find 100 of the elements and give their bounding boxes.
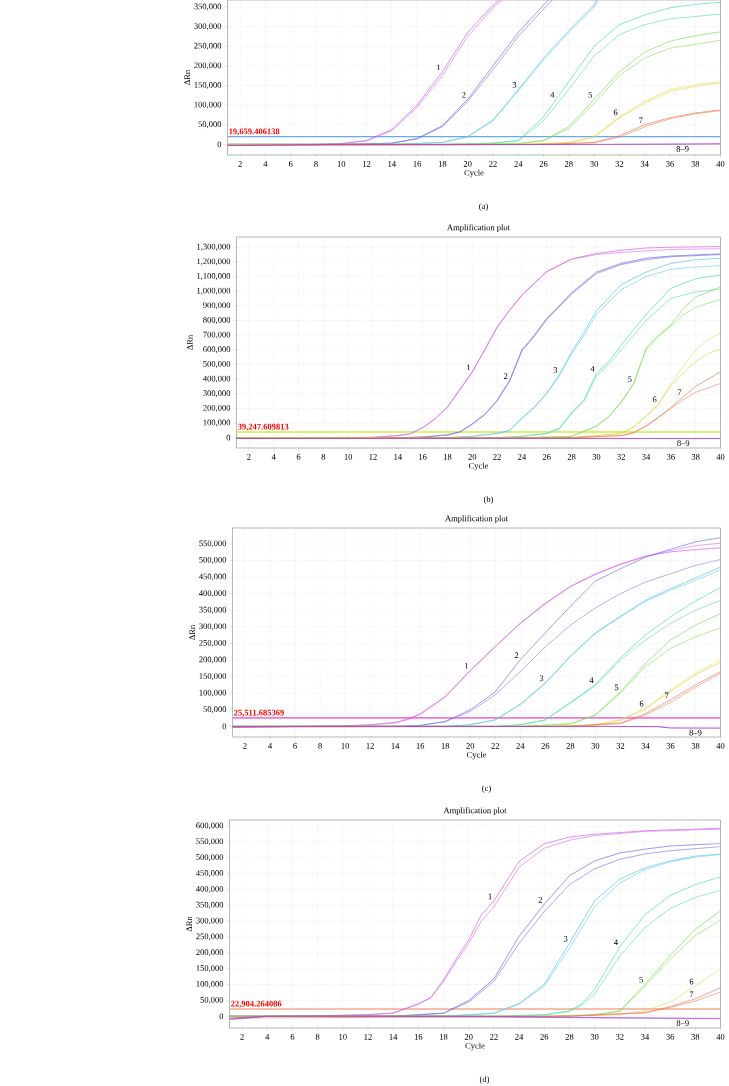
annotation: 8–9	[689, 729, 702, 736]
annotation: 3	[539, 675, 544, 682]
annotation: 8–9	[676, 1020, 689, 1026]
x-tick-label: 6	[288, 161, 293, 167]
x-tick-label: 22	[491, 743, 499, 749]
text: (c)	[481, 785, 491, 793]
x-tick-label: 14	[394, 454, 402, 460]
y-tick-label: 500,000	[203, 361, 230, 368]
x-tick-label: 8	[313, 161, 318, 167]
y-tick-label: 700,000	[203, 331, 230, 339]
y-tick-label: 100,000	[196, 981, 223, 989]
y-tick-label: 1,000,000	[196, 287, 230, 295]
ref-line-label: 19,659.406138	[229, 128, 280, 136]
x-tick-label: 16	[414, 1034, 423, 1040]
annotation: 4	[590, 365, 595, 372]
y-tick-label: 450,000	[198, 573, 226, 581]
x-tick-label: 30	[590, 1034, 599, 1040]
x-tick-label: 32	[615, 161, 623, 167]
y-tick-label: 100,000	[194, 101, 221, 109]
x-tick-label: 34	[641, 743, 650, 749]
x-tick-label: 24	[514, 161, 523, 167]
x-tick-label: 4	[271, 454, 276, 460]
ref-line-label: 39,247.609813	[237, 423, 289, 431]
y-axis-title: ΔRn	[186, 334, 193, 350]
x-tick-label: 26	[540, 1034, 548, 1040]
y-tick-label: 200,000	[198, 656, 226, 664]
y-tick-label: 100,000	[199, 689, 226, 697]
annotation: 1	[488, 893, 492, 900]
x-tick-label: 18	[443, 454, 452, 460]
y-tick-label: 350,000	[194, 3, 221, 11]
x-tick-label: 34	[640, 161, 649, 167]
annotation: 6	[639, 700, 644, 707]
annotation: 7	[639, 117, 643, 124]
y-tick-label: 350,000	[196, 901, 223, 909]
x-tick-label: 8	[318, 743, 322, 749]
annotation: 4	[550, 91, 555, 98]
annotation: 3	[563, 935, 568, 942]
y-tick-label: 0	[226, 434, 230, 441]
x-tick-label: 14	[389, 1034, 398, 1040]
annotation: 2	[538, 897, 542, 903]
y-tick-label: 500,000	[196, 854, 223, 862]
x-tick-label: 14	[388, 161, 396, 167]
x-tick-label: 12	[362, 161, 371, 167]
y-tick-label: 600,000	[195, 822, 223, 830]
y-tick-label: 0	[217, 141, 221, 148]
y-tick-label: 300,000	[196, 917, 223, 925]
annotation: 6	[613, 109, 618, 116]
x-tick-label: 40	[716, 743, 725, 749]
x-tick-label: 20	[468, 454, 476, 460]
x-tick-label: 28	[566, 743, 575, 749]
y-tick-label: 1,300,000	[196, 243, 230, 251]
x-tick-label: 32	[616, 743, 624, 749]
x-tick-label: 20	[464, 1034, 473, 1040]
x-tick-label: 36	[666, 454, 675, 460]
x-tick-label: 36	[666, 743, 675, 749]
annotation: 7	[689, 991, 694, 998]
annotation: 8–9	[676, 146, 689, 152]
x-tick-label: 38	[691, 743, 700, 749]
x-tick-label: 32	[615, 1034, 624, 1040]
x-tick-label: 4	[265, 1034, 270, 1040]
x-axis-title: Cycle	[468, 462, 488, 471]
x-tick-label: 8	[315, 1034, 320, 1040]
y-tick-label: 200,000	[193, 62, 221, 70]
x-tick-label: 10	[337, 161, 345, 167]
x-tick-label: 22	[493, 454, 501, 460]
annotation: 2	[503, 373, 508, 379]
y-axis-title: ΔRn	[189, 624, 195, 640]
x-tick-label: 24	[517, 454, 526, 460]
x-tick-label: 10	[339, 1034, 347, 1040]
text: (a)	[478, 203, 488, 211]
x-tick-label: 10	[341, 743, 349, 749]
annotation: 4	[589, 677, 594, 683]
y-tick-label: 50,000	[198, 121, 221, 129]
y-tick-label: 50,000	[203, 706, 226, 714]
x-tick-label: 2	[238, 161, 242, 167]
y-tick-label: 400,000	[202, 375, 230, 383]
y-tick-label: 200,000	[202, 404, 230, 412]
y-tick-label: 300,000	[199, 623, 226, 631]
y-axis-title: ΔRn	[184, 69, 190, 85]
x-tick-label: 36	[666, 1034, 674, 1040]
x-tick-label: 40	[716, 161, 725, 167]
y-tick-label: 900,000	[202, 302, 230, 310]
y-tick-label: 250,000	[195, 933, 223, 941]
x-axis-title: Cycle	[465, 1042, 485, 1051]
y-tick-label: 600,000	[202, 346, 230, 354]
x-tick-label: 30	[592, 454, 601, 460]
x-tick-label: 18	[441, 743, 449, 749]
x-tick-label: 2	[240, 1034, 244, 1040]
x-axis-title: Cycle	[466, 751, 486, 760]
annotation: 1	[464, 663, 468, 669]
x-tick-label: 12	[364, 1034, 372, 1040]
x-tick-label: 38	[691, 1034, 699, 1040]
y-tick-label: 1,100,000	[196, 273, 230, 281]
y-tick-label: 250,000	[193, 42, 221, 50]
annotation: 6	[689, 978, 694, 985]
x-tick-label: 16	[413, 161, 421, 167]
x-tick-label: 20	[466, 743, 474, 749]
y-tick-label: 150,000	[196, 965, 223, 973]
x-tick-label: 10	[344, 454, 352, 460]
x-tick-label: 26	[539, 161, 548, 167]
